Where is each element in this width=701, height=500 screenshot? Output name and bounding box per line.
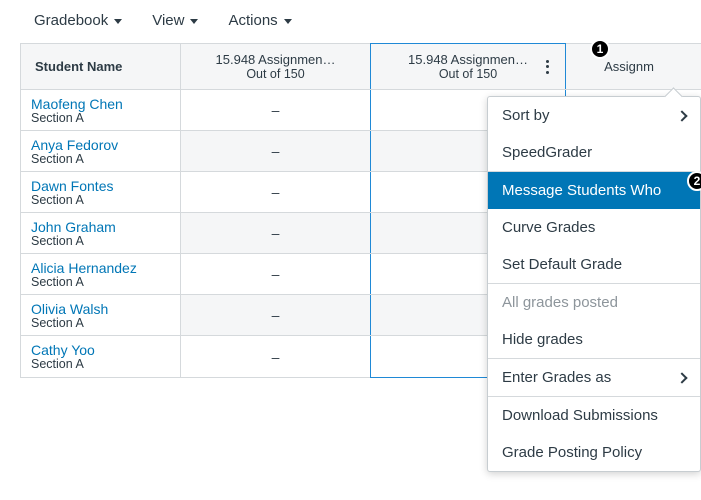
- student-name: Olivia Walsh: [31, 301, 108, 317]
- menu-grade-posting-policy[interactable]: Grade Posting Policy: [488, 434, 700, 471]
- grade-value: –: [272, 143, 280, 159]
- grade-value: –: [272, 266, 280, 282]
- menu-hide-label: Hide grades: [502, 331, 583, 348]
- column-context-menu: Sort by SpeedGrader Message Students Who…: [487, 96, 701, 472]
- student-section: Section A: [31, 153, 84, 167]
- student-name: Cathy Yoo: [31, 342, 95, 358]
- student-name-cell[interactable]: Maofeng ChenSection A: [21, 90, 181, 130]
- student-section: Section A: [31, 112, 84, 126]
- student-name-cell[interactable]: Olivia WalshSection A: [21, 295, 181, 335]
- student-name: Maofeng Chen: [31, 96, 123, 112]
- grade-cell-a1[interactable]: –: [181, 295, 371, 335]
- menu-curve-label: Curve Grades: [502, 219, 595, 236]
- annotation-badge-1: 1: [590, 39, 610, 59]
- student-name-cell[interactable]: Cathy YooSection A: [21, 336, 181, 377]
- chevron-right-icon: [676, 110, 687, 121]
- student-name: John Graham: [31, 219, 116, 235]
- grade-value: –: [272, 225, 280, 241]
- menu-all-posted-label: All grades posted: [502, 294, 618, 311]
- header-a3-title: Assignm: [604, 59, 654, 74]
- student-name-cell[interactable]: Anya FedorovSection A: [21, 131, 181, 171]
- student-section: Section A: [31, 235, 84, 249]
- student-name: Dawn Fontes: [31, 178, 113, 194]
- student-section: Section A: [31, 276, 84, 290]
- menu-speedgrader[interactable]: SpeedGrader: [488, 134, 700, 171]
- grade-cell-a1[interactable]: –: [181, 131, 371, 171]
- menu-sort-by-label: Sort by: [502, 107, 550, 124]
- header-a2-sub: Out of 150: [439, 67, 497, 81]
- actions-menu[interactable]: Actions: [228, 12, 291, 29]
- menu-all-posted: All grades posted: [488, 284, 700, 321]
- header-student-name-label: Student Name: [35, 59, 122, 74]
- actions-label: Actions: [228, 12, 277, 29]
- view-menu[interactable]: View: [152, 12, 198, 29]
- gradebook-menu[interactable]: Gradebook: [34, 12, 122, 29]
- column-options-button[interactable]: [539, 57, 555, 77]
- menu-set-default[interactable]: Set Default Grade: [488, 246, 700, 283]
- grade-cell-a1[interactable]: –: [181, 172, 371, 212]
- student-name-cell[interactable]: John GrahamSection A: [21, 213, 181, 253]
- grade-cell-a1[interactable]: –: [181, 254, 371, 294]
- caret-down-icon: [114, 19, 122, 24]
- menu-enter-as-label: Enter Grades as: [502, 369, 611, 386]
- student-name: Alicia Hernandez: [31, 260, 137, 276]
- header-a1-sub: Out of 150: [246, 67, 304, 81]
- menu-policy-label: Grade Posting Policy: [502, 444, 642, 461]
- header-assignment-2[interactable]: 15.948 Assignmen… Out of 150: [370, 43, 566, 89]
- menu-message-label: Message Students Who: [502, 182, 661, 199]
- header-assignment-1[interactable]: 15.948 Assignmen… Out of 150: [181, 44, 371, 89]
- menu-curve-grades[interactable]: Curve Grades: [488, 209, 700, 246]
- menu-hide-grades[interactable]: Hide grades: [488, 321, 700, 358]
- menu-speedgrader-label: SpeedGrader: [502, 144, 592, 161]
- grade-cell-a1[interactable]: –: [181, 336, 371, 377]
- chevron-right-icon: [676, 372, 687, 383]
- menu-download-submissions[interactable]: Download Submissions: [488, 397, 700, 434]
- grade-cell-a1[interactable]: –: [181, 213, 371, 253]
- student-section: Section A: [31, 358, 84, 372]
- student-name-cell[interactable]: Alicia HernandezSection A: [21, 254, 181, 294]
- caret-down-icon: [284, 19, 292, 24]
- menu-sort-by[interactable]: Sort by: [488, 97, 700, 134]
- annotation-badge-2: 2: [687, 171, 701, 191]
- grade-value: –: [272, 349, 280, 365]
- student-section: Section A: [31, 194, 84, 208]
- menu-set-default-label: Set Default Grade: [502, 256, 622, 273]
- student-name: Anya Fedorov: [31, 137, 118, 153]
- student-name-cell[interactable]: Dawn FontesSection A: [21, 172, 181, 212]
- grade-value: –: [272, 102, 280, 118]
- header-student-name[interactable]: Student Name: [21, 44, 181, 89]
- menu-enter-grades-as[interactable]: Enter Grades as: [488, 359, 700, 396]
- caret-down-icon: [190, 19, 198, 24]
- view-label: View: [152, 12, 184, 29]
- menu-message-students[interactable]: Message Students Who: [488, 172, 700, 209]
- header-a1-title: 15.948 Assignmen…: [216, 52, 336, 67]
- grade-value: –: [272, 307, 280, 323]
- menu-download-label: Download Submissions: [502, 407, 658, 424]
- header-a2-title: 15.948 Assignmen…: [408, 52, 528, 67]
- grade-cell-a1[interactable]: –: [181, 90, 371, 130]
- gradebook-label: Gradebook: [34, 12, 108, 29]
- header-assignment-3[interactable]: Assignm: [566, 44, 700, 89]
- grade-value: –: [272, 184, 280, 200]
- student-section: Section A: [31, 317, 84, 331]
- toolbar: Gradebook View Actions: [20, 8, 701, 43]
